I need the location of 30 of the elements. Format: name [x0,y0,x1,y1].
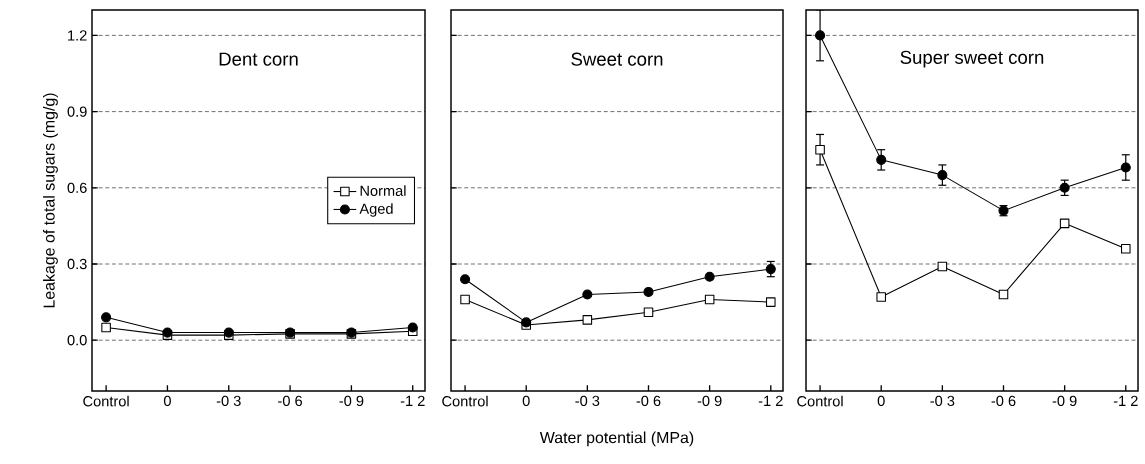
x-tick-label: -0 6 [278,395,303,407]
x-tick-label: -0 9 [697,395,722,407]
text: Sweet corn [571,52,663,66]
y-tick-label: 1.2 [68,30,87,41]
x-tick-label: Control [797,395,843,407]
x-tick-label: -0 3 [575,395,600,407]
legend-label: Aged [359,203,393,217]
x-tick-label: -1 2 [400,395,425,406]
x-tick-label: -0 6 [991,395,1016,407]
x-tick-label: 0 [877,395,885,407]
x-tick-label: -0 9 [339,395,364,407]
x-tick-label: -1 2 [758,395,783,406]
y-tick-label: 0.9 [67,106,87,117]
x-tick-label: Control [83,395,129,407]
y-tick-label: 0.3 [67,258,87,270]
x-tick-label: -1 2 [1113,395,1138,406]
x-tick-label: -0 6 [636,395,661,407]
legend-label: Normal [360,185,406,196]
y-tick-label: 0.6 [67,182,87,193]
text: Dent corn [219,52,298,66]
x-tick-label: -0 3 [216,395,241,407]
x-tick-label: -0 9 [1052,395,1077,407]
y-axis-title: Leakage of total sugars (mg/g) [43,93,58,308]
x-tick-label: -0 3 [930,395,955,407]
x-tick-label: 0 [522,395,530,407]
x-axis-title: Water potential (MPa) [539,431,694,447]
y-tick-label: 0.0 [67,335,87,346]
text: Super sweet corn [900,50,1044,68]
x-tick-label: Control [442,395,488,407]
x-tick-label: 0 [163,395,171,407]
